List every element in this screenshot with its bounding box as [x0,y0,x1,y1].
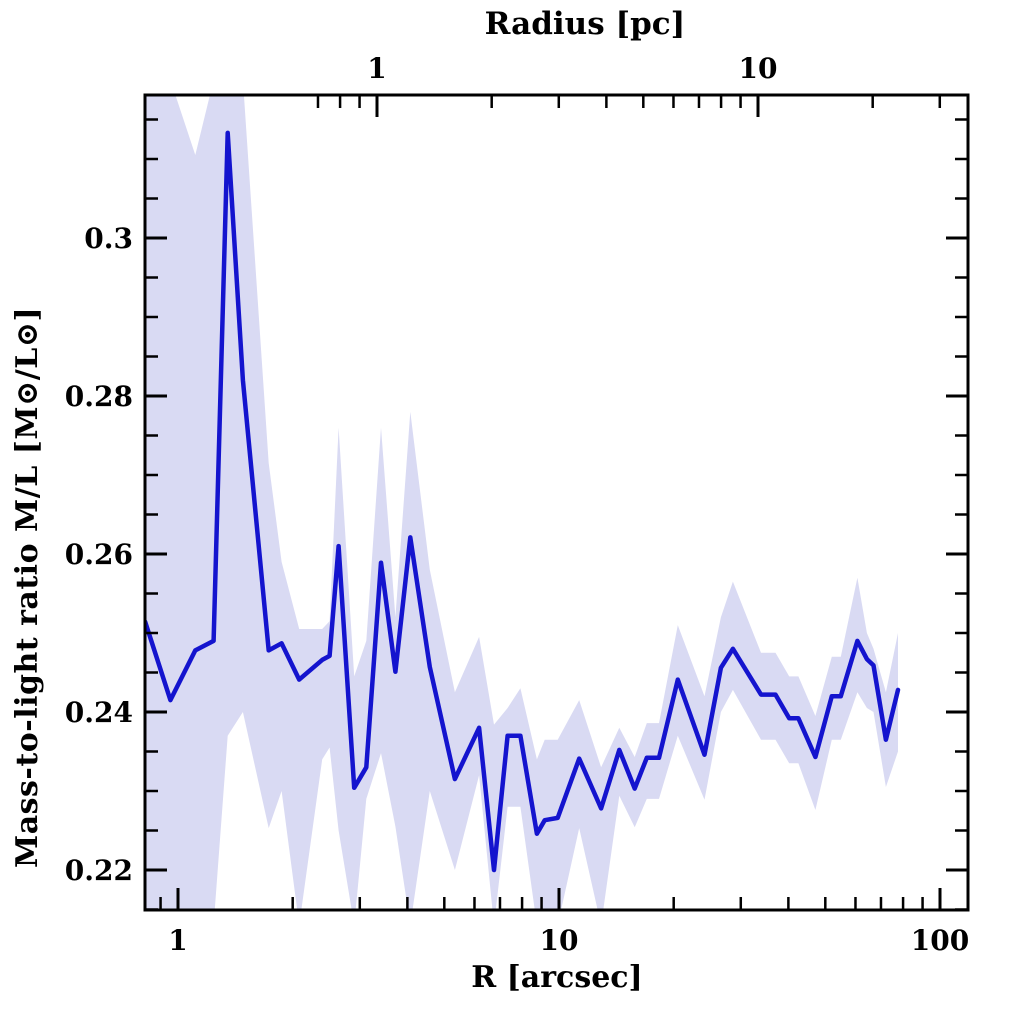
bottom-axis-title: R [arcsec] [471,960,643,995]
confidence-band [145,95,898,910]
x-tick-label: 100 [911,924,969,957]
top-tick-label: 10 [739,52,778,85]
left-axis-title: Mass-to-light ratio M/L [M⊙/L⊙] [10,306,45,868]
y-tick-label: 0.26 [65,538,133,571]
tick-labels: 1 10 100 1 10 0.22 0.24 0.26 0.28 0.3 [65,52,969,957]
y-tick-label: 0.28 [65,380,133,413]
x-tick-label: 1 [168,924,187,957]
top-axis-title: Radius [pc] [484,6,686,42]
ml-ratio-curve [145,130,901,873]
axis-ticks [145,95,968,911]
y-tick-label: 0.24 [65,696,133,729]
top-tick-label: 1 [367,52,386,85]
y-tick-label: 0.3 [84,222,133,255]
x-tick-label: 10 [540,924,579,957]
y-tick-label: 0.22 [65,854,133,887]
plot-frame [143,93,970,912]
